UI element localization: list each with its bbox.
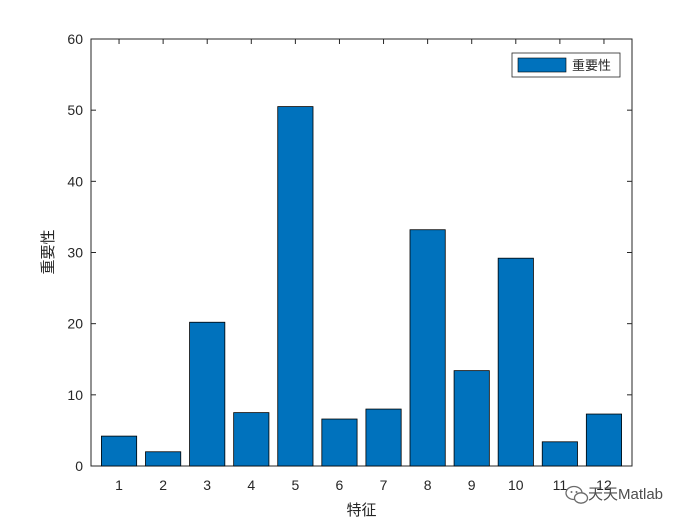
bar-7 (365, 408, 402, 467)
y-axis-label: 重要性 (39, 229, 57, 274)
x-tick-label: 4 (247, 477, 255, 493)
x-tick-label: 2 (159, 477, 167, 493)
x-tick-label: 9 (468, 477, 476, 493)
y-tick-label: 0 (75, 458, 83, 474)
y-tick-label: 50 (67, 102, 83, 118)
bar-9 (453, 370, 490, 467)
y-tick-label: 40 (67, 173, 83, 189)
plot-area (90, 38, 633, 467)
bars-group (101, 106, 622, 467)
x-axis: 1 2 3 4 5 6 7 8 9 10 11 12 (115, 39, 612, 493)
legend: 重要性 (511, 52, 621, 78)
watermark-text: 天天Matlab (588, 486, 663, 503)
bar-6 (321, 418, 358, 467)
x-tick-label: 11 (553, 477, 568, 493)
x-tick-label: 5 (291, 477, 299, 493)
x-tick-label: 12 (596, 477, 612, 493)
bar-8 (409, 229, 446, 467)
bar-10 (497, 257, 534, 467)
x-tick-label: 7 (380, 477, 388, 493)
y-axis: 0 10 20 30 40 50 60 (67, 31, 632, 474)
x-tick-label: 6 (336, 477, 344, 493)
x-tick-label: 10 (508, 477, 524, 493)
y-tick-label: 30 (67, 245, 83, 261)
y-tick-label: 60 (67, 31, 83, 47)
bar-11 (541, 441, 578, 467)
legend-label: 重要性 (572, 58, 611, 74)
bar-4 (233, 412, 270, 467)
legend-swatch (517, 57, 567, 73)
y-tick-label: 10 (67, 387, 83, 403)
bar-1 (101, 435, 138, 467)
bar-12 (585, 413, 622, 467)
bar-3 (189, 321, 226, 467)
x-tick-label: 8 (424, 477, 432, 493)
y-tick-label: 20 (67, 316, 83, 332)
wechat-icon (565, 485, 589, 504)
x-tick-label: 1 (115, 477, 123, 493)
x-axis-label: 特征 (346, 501, 376, 519)
x-tick-label: 3 (203, 477, 211, 493)
bar-5 (277, 106, 314, 467)
watermark: 天天Matlab (565, 485, 663, 504)
bar-2 (145, 451, 182, 467)
